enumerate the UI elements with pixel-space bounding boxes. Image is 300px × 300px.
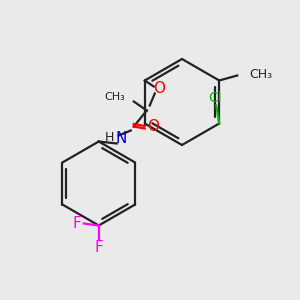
- Text: H: H: [104, 131, 114, 144]
- Text: CH₃: CH₃: [104, 92, 125, 103]
- Text: Cl: Cl: [208, 91, 222, 104]
- Text: O: O: [147, 119, 159, 134]
- Text: CH₃: CH₃: [249, 68, 272, 81]
- Text: F: F: [94, 240, 103, 255]
- Text: F: F: [72, 216, 81, 231]
- Text: N: N: [115, 131, 126, 146]
- Text: O: O: [153, 81, 165, 96]
